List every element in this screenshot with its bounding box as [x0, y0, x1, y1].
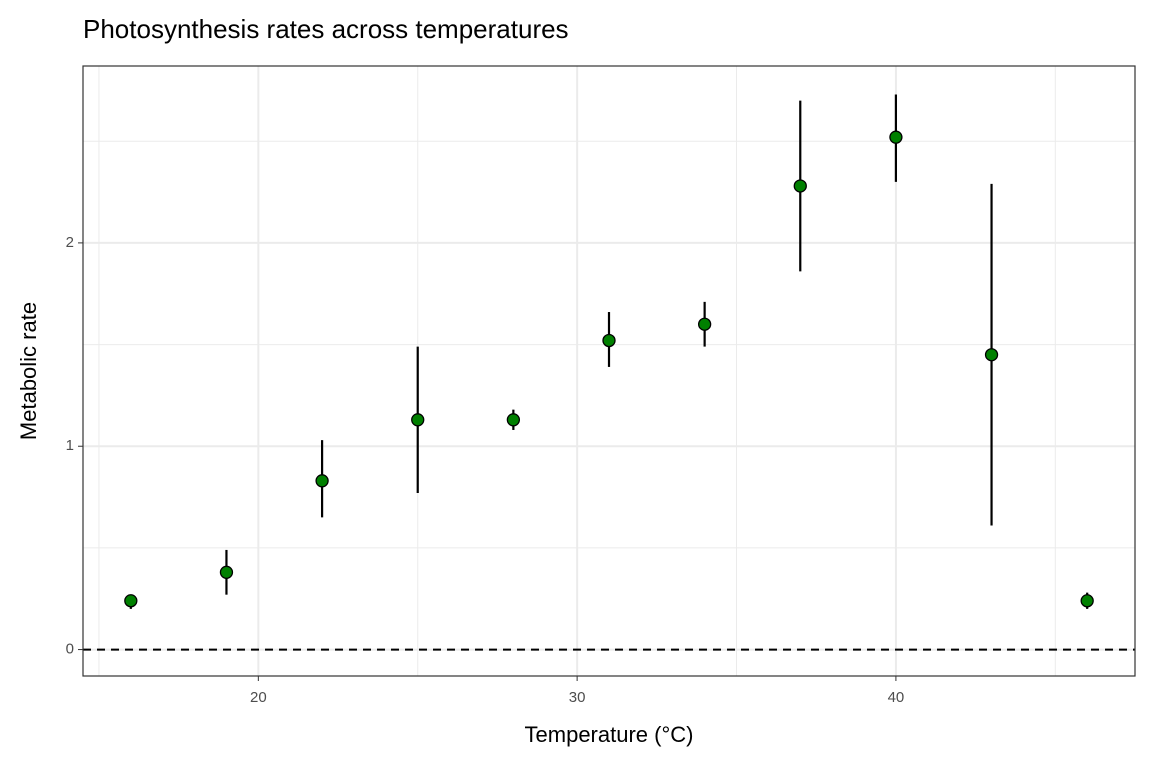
point — [984, 348, 999, 362]
y-tick-label: 0 — [66, 641, 74, 658]
y-tick-label: 1 — [66, 437, 74, 454]
point — [602, 333, 616, 348]
point — [124, 594, 138, 608]
point — [315, 474, 329, 488]
chart-title: Photosynthesis rates across temperatures — [83, 14, 569, 44]
x-tick-label: 20 — [250, 689, 267, 706]
x-tick-label: 30 — [569, 689, 586, 706]
y-tick-label: 2 — [66, 234, 74, 251]
point — [793, 179, 807, 193]
y-axis-title: Metabolic rate — [16, 302, 41, 440]
x-axis-title: Temperature (°C) — [525, 722, 694, 747]
plot-border — [82, 65, 1136, 677]
x-tick-label: 40 — [888, 689, 905, 706]
point — [697, 317, 712, 331]
point — [219, 565, 234, 579]
point — [506, 413, 521, 427]
point — [1080, 594, 1094, 608]
point — [889, 130, 903, 144]
point — [411, 413, 425, 427]
